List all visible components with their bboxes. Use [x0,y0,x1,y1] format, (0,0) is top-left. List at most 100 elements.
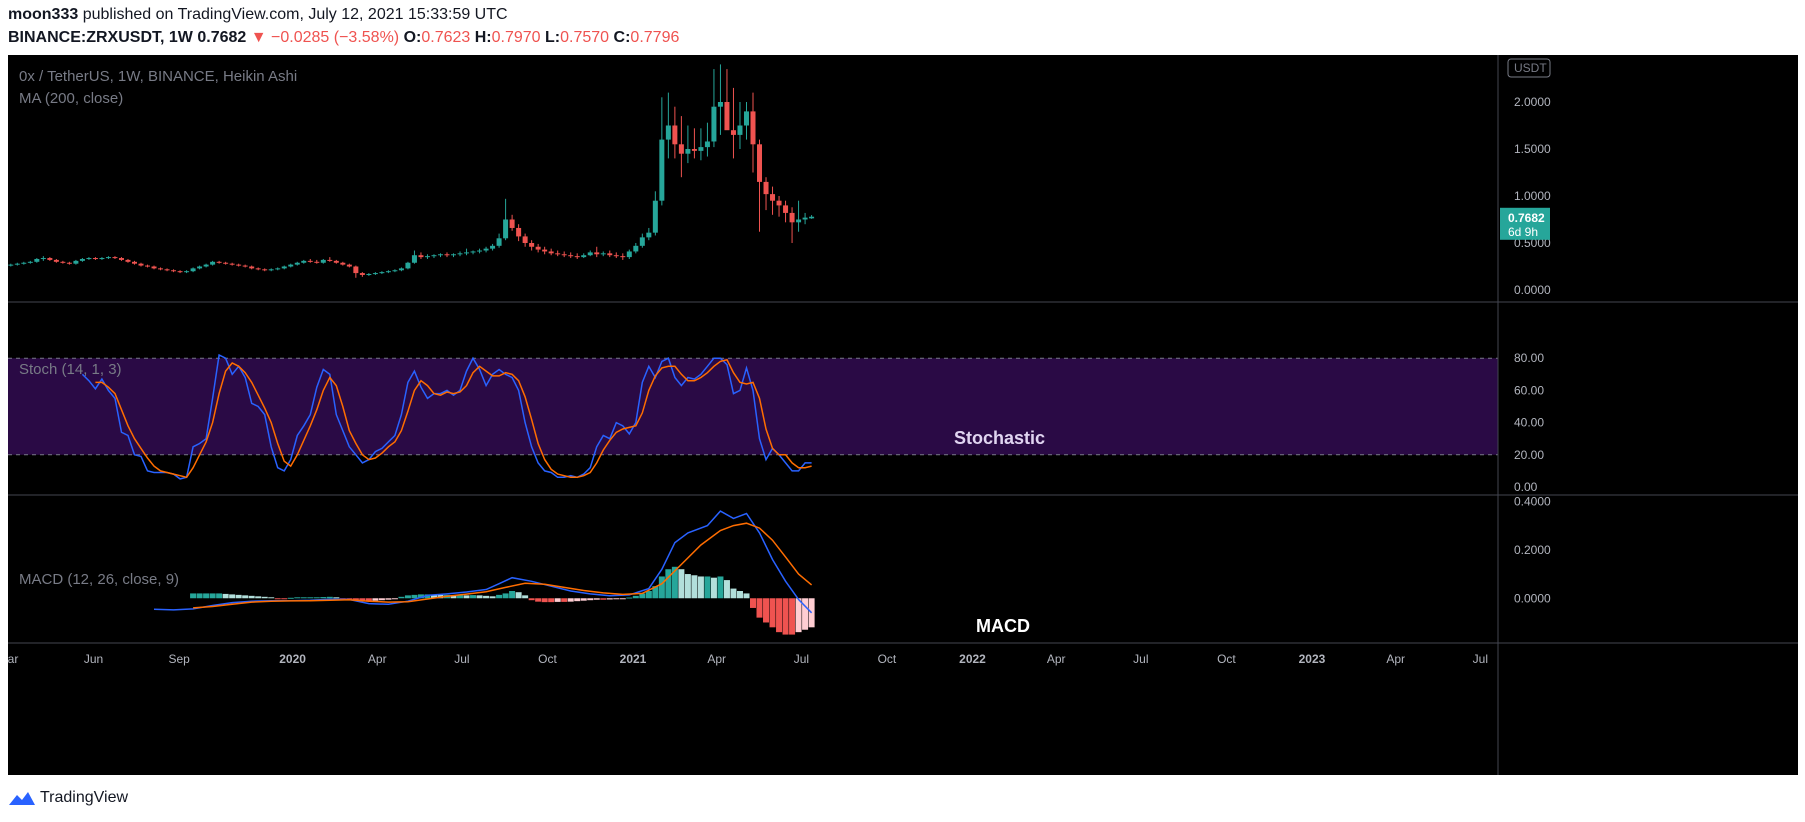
candle[interactable] [516,227,522,237]
macd-histogram-bar[interactable] [632,595,639,599]
candle[interactable] [418,255,424,258]
candle[interactable] [158,268,164,270]
macd-histogram-bar[interactable] [190,593,197,599]
candle[interactable] [685,149,691,154]
candle[interactable] [535,246,541,250]
macd-histogram-bar[interactable] [274,598,281,600]
candle[interactable] [451,254,457,256]
macd-histogram-bar[interactable] [704,576,711,599]
macd-histogram-bar[interactable] [541,598,548,603]
candle[interactable] [600,253,606,255]
macd-histogram-bar[interactable] [385,598,392,600]
macd-histogram-bar[interactable] [359,598,366,602]
candle[interactable] [86,258,92,260]
macd-histogram-bar[interactable] [613,598,620,600]
macd-histogram-bar[interactable] [391,598,398,600]
candle[interactable] [444,254,450,256]
candle[interactable] [711,106,717,142]
candle[interactable] [405,262,411,269]
candle[interactable] [216,261,222,263]
macd-histogram-bar[interactable] [326,596,333,599]
candle[interactable] [320,259,326,263]
candle[interactable] [27,261,33,263]
macd-histogram-bar[interactable] [554,598,561,602]
macd-histogram-bar[interactable] [600,598,607,600]
candle[interactable] [613,255,619,257]
candle[interactable] [197,266,203,269]
macd-histogram-bar[interactable] [593,598,600,600]
candle[interactable] [431,255,437,257]
candle[interactable] [184,271,190,273]
macd-histogram-bar[interactable] [652,586,659,599]
macd-histogram-bar[interactable] [730,588,737,599]
candle[interactable] [8,264,14,266]
macd-histogram-bar[interactable] [756,598,763,618]
macd-histogram-bar[interactable] [736,591,743,599]
candle[interactable] [372,273,378,275]
macd-histogram-bar[interactable] [417,594,424,599]
macd-histogram-bar[interactable] [561,598,568,602]
candle[interactable] [542,249,548,252]
candle[interactable] [457,253,463,255]
macd-histogram-bar[interactable] [424,594,431,599]
candle[interactable] [327,259,333,261]
candle[interactable] [646,232,652,238]
stoch-d-line[interactable] [95,358,812,479]
candle[interactable] [53,259,59,262]
candle[interactable] [587,252,593,256]
macd-histogram-bar[interactable] [372,598,379,601]
macd-histogram-bar[interactable] [457,595,464,599]
macd-histogram-bar[interactable] [268,597,275,599]
candle[interactable] [288,264,294,267]
macd-histogram-bar[interactable] [209,593,216,599]
macd-histogram-bar[interactable] [378,598,385,601]
candle[interactable] [34,258,40,262]
candle[interactable] [639,237,645,246]
candle[interactable] [203,264,209,267]
candle[interactable] [424,256,430,258]
candle[interactable] [242,265,248,267]
author-name[interactable]: moon333 [8,6,79,23]
candle[interactable] [79,258,85,261]
macd-histogram-bar[interactable] [678,569,685,599]
macd-histogram-bar[interactable] [606,598,613,600]
macd-histogram-bar[interactable] [795,598,802,633]
macd-histogram-bar[interactable] [515,592,522,599]
candle[interactable] [477,250,483,252]
candle[interactable] [789,212,795,223]
macd-histogram-bar[interactable] [587,598,594,601]
candle[interactable] [385,271,391,273]
candle[interactable] [131,261,137,264]
candle[interactable] [47,258,53,260]
macd-histogram-bar[interactable] [697,576,704,599]
macd-histogram-bar[interactable] [743,593,750,599]
candle[interactable] [490,245,496,249]
candle[interactable] [353,266,359,274]
candle[interactable] [92,258,98,260]
macd-histogram-bar[interactable] [769,598,776,628]
candle[interactable] [548,251,554,254]
candle[interactable] [118,258,124,260]
candle[interactable] [503,219,509,239]
candle[interactable] [411,255,417,263]
macd-histogram-bar[interactable] [281,598,288,600]
macd-histogram-bar[interactable] [671,566,678,599]
macd-histogram-bar[interactable] [404,595,411,599]
macd-histogram-bar[interactable] [665,569,672,599]
macd-histogram-bar[interactable] [313,597,320,599]
candle[interactable] [652,200,658,233]
macd-histogram-bar[interactable] [567,598,574,602]
candle[interactable] [737,125,743,135]
macd-histogram-bar[interactable] [502,593,509,599]
signal-line[interactable] [193,522,813,609]
chart-canvas[interactable]: 0x / TetherUS, 1W, BINANCE, Heikin Ashi … [8,55,1798,775]
macd-histogram-bar[interactable] [398,596,405,599]
macd-histogram-bar[interactable] [294,597,301,599]
candle[interactable] [314,261,320,263]
candle[interactable] [437,254,443,256]
macd-histogram-bar[interactable] [365,598,372,602]
macd-pane[interactable]: MACD (12, 26, close, 9) MACD [19,510,1030,636]
candle[interactable] [398,268,404,271]
candle[interactable] [66,262,72,264]
macd-histogram-bar[interactable] [235,594,242,599]
